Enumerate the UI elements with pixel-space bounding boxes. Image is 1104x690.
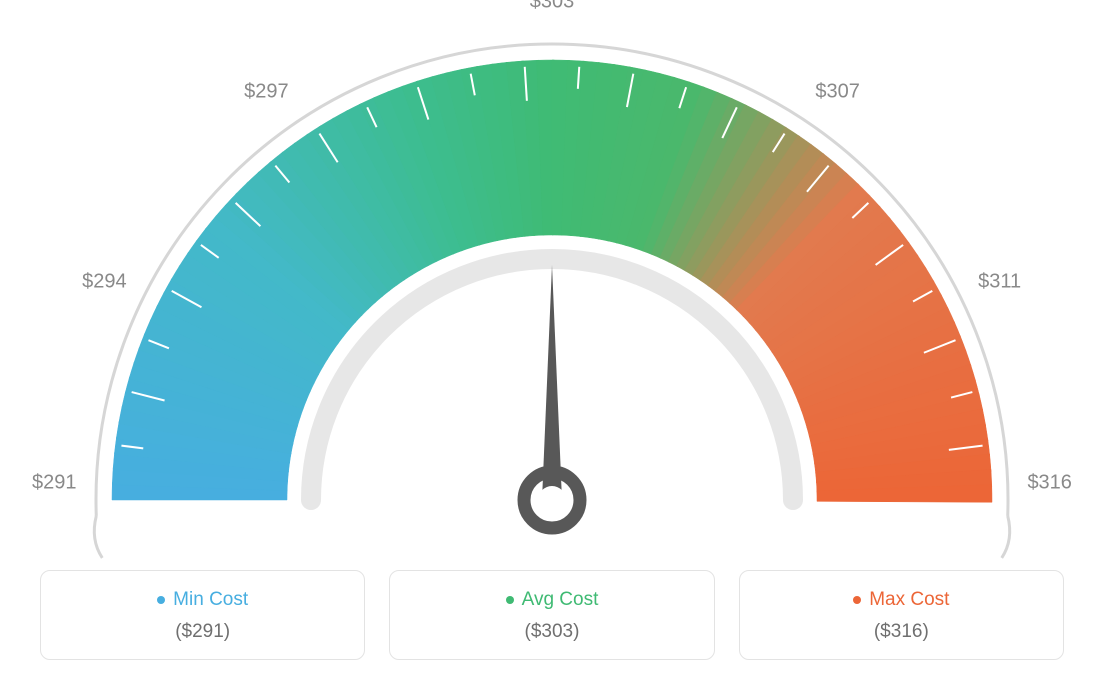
max-title-row: Max Cost bbox=[740, 589, 1063, 611]
gauge-svg bbox=[0, 0, 1104, 560]
max-cost-card: Max Cost ($316) bbox=[739, 570, 1064, 660]
gauge-chart: $291 $294 $297 $303 $307 $311 $316 bbox=[0, 0, 1104, 560]
min-title: Min Cost bbox=[173, 589, 248, 611]
max-title: Max Cost bbox=[869, 589, 949, 611]
summary-cards: Min Cost ($291) Avg Cost ($303) Max Cost… bbox=[0, 570, 1104, 660]
min-cost-card: Min Cost ($291) bbox=[40, 570, 365, 660]
gauge-tick-label: $316 bbox=[1027, 471, 1072, 494]
gauge-tick-label: $311 bbox=[978, 270, 1021, 293]
gauge-tick-label: $303 bbox=[530, 0, 575, 14]
avg-cost-card: Avg Cost ($303) bbox=[389, 570, 714, 660]
min-dot-icon bbox=[157, 596, 165, 604]
gauge-tick-label: $294 bbox=[82, 270, 127, 293]
avg-dot-icon bbox=[506, 596, 514, 604]
min-value: ($291) bbox=[41, 621, 364, 643]
min-title-row: Min Cost bbox=[41, 589, 364, 611]
gauge-tick-label: $307 bbox=[815, 81, 860, 104]
gauge-tick-label: $297 bbox=[244, 81, 289, 104]
avg-title: Avg Cost bbox=[522, 589, 599, 611]
gauge-tick-label: $291 bbox=[32, 471, 77, 494]
avg-value: ($303) bbox=[390, 621, 713, 643]
max-value: ($316) bbox=[740, 621, 1063, 643]
avg-title-row: Avg Cost bbox=[390, 589, 713, 611]
max-dot-icon bbox=[853, 596, 861, 604]
